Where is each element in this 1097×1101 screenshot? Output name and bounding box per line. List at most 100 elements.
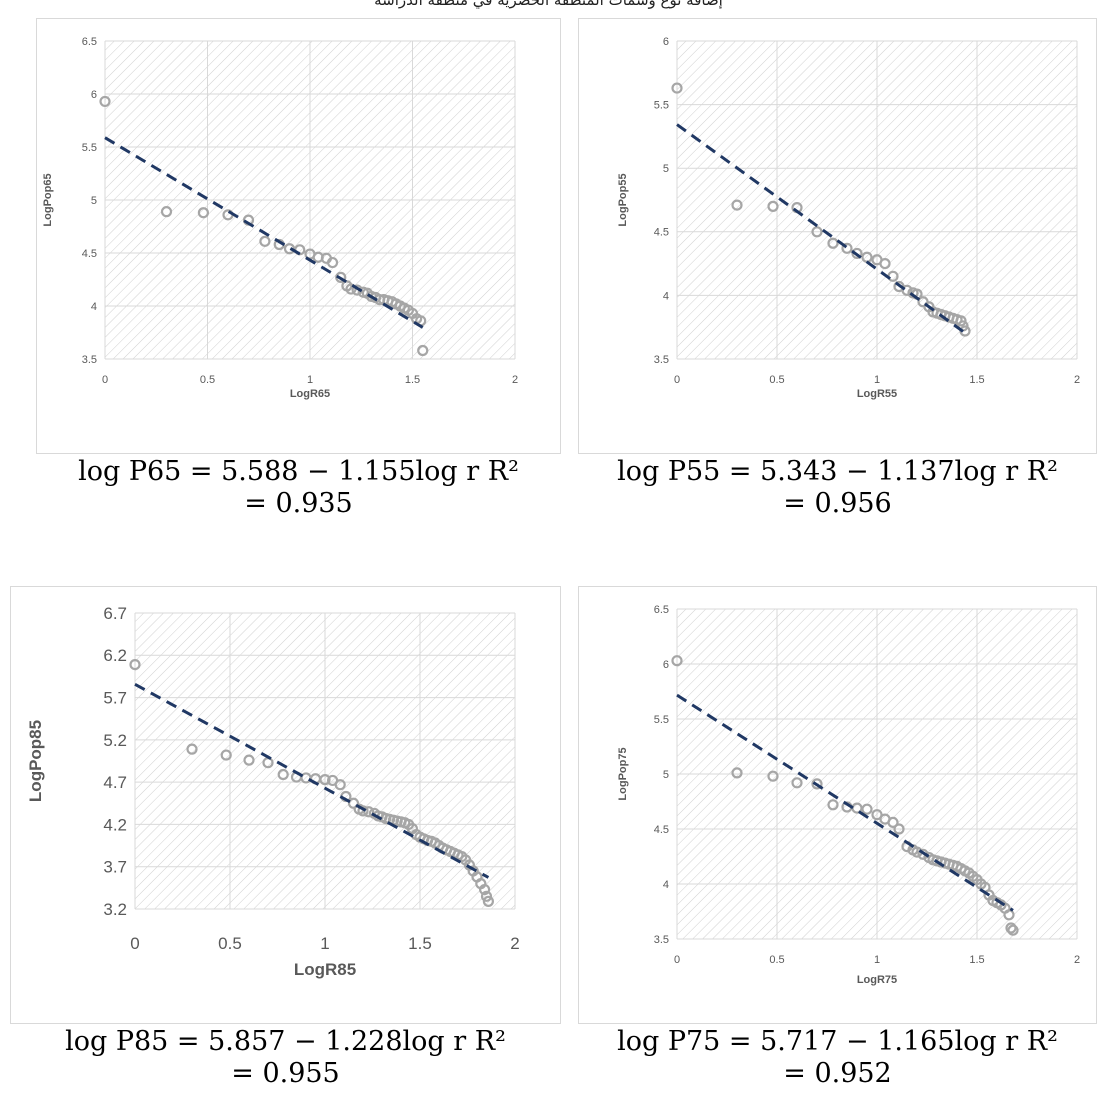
- data-point: [259, 235, 271, 247]
- data-point: [197, 207, 209, 219]
- y-tick-label: 5: [663, 769, 669, 781]
- page-caption: إضافة نوع وسمات المنطقة الحضرية في منطقة…: [374, 0, 723, 9]
- data-point: [283, 243, 296, 255]
- data-point: [129, 658, 141, 671]
- y-axis-title: LogPop65: [42, 173, 54, 226]
- y-tick-label: 4.5: [654, 824, 669, 836]
- trendline: [134, 682, 490, 879]
- trendline: [104, 136, 424, 329]
- chart-panel-p65: 3.5 4 4.5 5 5.5 6 6.5 0 0.5 1 1.5 2 LogR65 LogPop65 l…: [36, 18, 561, 538]
- x-tick-label: 2: [1074, 374, 1080, 386]
- y-tick-label: 3.5: [654, 354, 669, 366]
- equation-line2: = 0.955: [231, 1058, 340, 1089]
- chart-box-p75: 3.5 4 4.5 5 5.5 6 6.5 0 0.5 1 1.5 2 LogR75 LogPop75: [578, 586, 1097, 1024]
- data-point: [827, 237, 839, 249]
- y-tick-label: 4.7: [103, 773, 127, 792]
- data-point: [186, 743, 198, 755]
- chart-panel-p55: 3.5 4 4.5 5 5.5 6 0 0.5 1 1.5 2 LogR55 LogPop55 log …: [578, 18, 1097, 538]
- chart-box-p85: 3.2 3.7 4.2 4.7 5.2 5.7 6.2 6.7 0 0.5 1 1.5 2 LogR85 L…: [10, 586, 561, 1024]
- scatter-chart-p65: 3.5 4 4.5 5 5.5 6 6.5 0 0.5 1 1.5 2 LogR65 LogPop65: [42, 36, 518, 400]
- data-point: [731, 767, 743, 779]
- x-tick-label: 0: [130, 934, 139, 953]
- y-tick-label: 4.5: [654, 227, 669, 239]
- y-tick-label: 3.5: [654, 934, 669, 946]
- x-tick-label: 1: [874, 374, 880, 386]
- x-tick-label: 1.5: [969, 374, 984, 386]
- y-tick-label: 6: [91, 89, 97, 101]
- regression-equation-p75: log P75 = 5.717 − 1.165log r R² = 0.952: [578, 1026, 1097, 1090]
- scatter-chart-p75: 3.5 4 4.5 5 5.5 6 6.5 0 0.5 1 1.5 2 LogR75 LogPop75: [617, 604, 1080, 986]
- data-point: [345, 283, 357, 295]
- y-tick-label: 3.5: [82, 354, 97, 366]
- scatter-chart-p55: 3.5 4 4.5 5 5.5 6 0 0.5 1 1.5 2 LogR55 LogPop55: [617, 36, 1080, 400]
- y-tick-label: 5.5: [82, 142, 97, 154]
- equation-line1: log P65 = 5.588 − 1.155log r R²: [78, 456, 519, 487]
- data-point: [326, 256, 339, 269]
- data-point: [811, 226, 823, 238]
- data-point: [841, 242, 853, 254]
- y-tick-label: 5.2: [103, 731, 127, 750]
- data-point: [357, 805, 369, 817]
- x-tick-label: 2: [510, 934, 519, 953]
- x-tick-label: 0.5: [218, 934, 242, 953]
- x-tick-label: 0: [102, 374, 108, 386]
- data-point: [955, 315, 967, 327]
- x-axis-title: LogR65: [290, 388, 330, 400]
- data-point: [887, 816, 899, 828]
- data-point: [767, 200, 779, 212]
- data-point: [731, 199, 743, 211]
- y-tick-label: 6.2: [103, 646, 127, 665]
- x-tick-label: 2: [512, 374, 518, 386]
- data-point: [893, 823, 905, 835]
- x-axis-title: LogR75: [857, 974, 897, 986]
- data-point: [334, 779, 346, 791]
- x-tick-label: 0.5: [769, 374, 784, 386]
- data-point: [1005, 922, 1017, 934]
- data-point: [319, 774, 331, 786]
- chart-panel-p85: 3.2 3.7 4.2 4.7 5.2 5.7 6.2 6.7 0 0.5 1 1.5 2 LogR85 L…: [10, 586, 561, 1101]
- data-point: [879, 258, 891, 270]
- data-point: [901, 284, 913, 296]
- data-point: [827, 799, 839, 811]
- x-axis-title: LogR85: [294, 960, 356, 979]
- chart-box-p55: 3.5 4 4.5 5 5.5 6 0 0.5 1 1.5 2 LogR55 LogPop55: [578, 18, 1097, 454]
- y-tick-label: 4.5: [82, 248, 97, 260]
- equation-line2: = 0.935: [244, 488, 353, 519]
- data-point: [861, 803, 873, 815]
- y-tick-label: 5.5: [654, 99, 669, 111]
- y-tick-label: 4.2: [103, 815, 127, 834]
- equation-line1: log P85 = 5.857 − 1.228log r R²: [65, 1026, 506, 1057]
- trendline: [676, 693, 1014, 912]
- data-point: [277, 768, 289, 781]
- equation-line2: = 0.952: [783, 1058, 892, 1089]
- x-tick-label: 0: [674, 374, 680, 386]
- x-tick-label: 0.5: [200, 374, 215, 386]
- chart-panel-p75: 3.5 4 4.5 5 5.5 6 6.5 0 0.5 1 1.5 2 LogR75 LogPop75 l…: [578, 586, 1097, 1101]
- y-tick-label: 6: [663, 36, 669, 48]
- equation-line1: log P55 = 5.343 − 1.137log r R²: [617, 456, 1058, 487]
- y-tick-label: 4: [663, 290, 669, 302]
- data-point: [851, 247, 863, 260]
- data-point: [347, 797, 360, 809]
- scatter-chart-p85: 3.2 3.7 4.2 4.7 5.2 5.7 6.2 6.7 0 0.5 1 1.5 2 LogR85 L…: [26, 604, 520, 979]
- data-point: [811, 778, 823, 790]
- data-point: [482, 895, 494, 907]
- x-tick-label: 1.5: [969, 954, 984, 966]
- data-point: [671, 655, 683, 667]
- data-point: [363, 806, 375, 818]
- x-axis-title: LogR55: [857, 388, 897, 400]
- data-point: [99, 95, 111, 108]
- y-tick-label: 6.7: [103, 604, 127, 623]
- y-tick-label: 5: [91, 195, 97, 207]
- x-tick-label: 0.5: [769, 954, 784, 966]
- y-tick-label: 6.5: [654, 604, 669, 616]
- x-tick-label: 1: [874, 954, 880, 966]
- y-tick-label: 4: [663, 879, 669, 891]
- data-point: [417, 344, 429, 357]
- data-point: [160, 206, 173, 218]
- regression-equation-p85: log P85 = 5.857 − 1.228log r R² = 0.955: [10, 1026, 561, 1090]
- x-tick-label: 1: [307, 374, 313, 386]
- data-point: [791, 777, 803, 789]
- y-tick-label: 5.7: [103, 689, 127, 708]
- y-tick-label: 5: [663, 163, 669, 175]
